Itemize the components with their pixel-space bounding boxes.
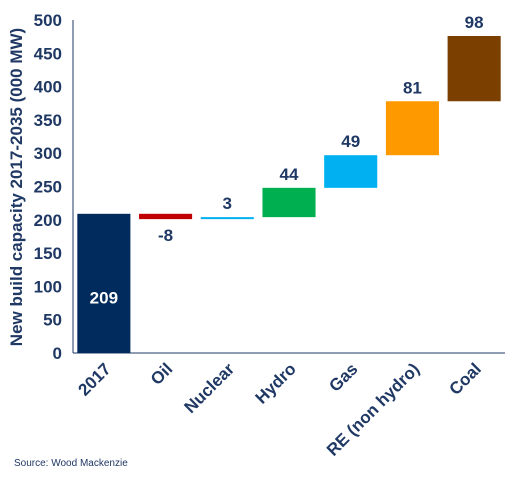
y-tick-label: 150 <box>34 244 62 263</box>
data-label: 44 <box>280 165 299 184</box>
x-tick-label: Gas <box>325 359 361 395</box>
y-tick-label: 100 <box>34 277 62 296</box>
bar-hydro <box>262 187 316 218</box>
x-tick-label: Oil <box>147 359 176 388</box>
bars <box>77 35 501 353</box>
bar-re-non-hydro- <box>385 101 439 156</box>
data-label: 81 <box>403 78 422 97</box>
data-label: -8 <box>158 226 173 245</box>
bar-oil <box>139 213 193 220</box>
y-tick-label: 400 <box>34 78 62 97</box>
x-tick-label: 2017 <box>75 359 115 399</box>
data-labels: 209 -8 3 44 49 81 98 <box>90 13 484 307</box>
x-tick-label: Hydro <box>252 359 300 407</box>
x-tick-label: Coal <box>445 359 484 398</box>
y-ticks: 0 50 100 150 200 250 300 350 400 450 500 <box>34 11 62 363</box>
y-tick-label: 300 <box>34 144 62 163</box>
data-label: 49 <box>341 132 360 151</box>
y-tick-label: 500 <box>34 11 62 30</box>
y-tick-label: 350 <box>34 111 62 130</box>
bar-gas <box>324 155 378 188</box>
data-label: 3 <box>223 194 232 213</box>
y-tick-label: 200 <box>34 211 62 230</box>
x-tick-label: Nuclear <box>181 359 239 417</box>
data-label: 98 <box>465 13 484 32</box>
source-note: Source: Wood Mackenzie <box>14 458 128 469</box>
y-axis-label: New build capacity 2017-2035 (000 MW) <box>7 28 26 346</box>
y-tick-label: 250 <box>34 178 62 197</box>
y-tick-label: 0 <box>53 344 62 363</box>
bar-2017 <box>77 213 131 353</box>
bar-nuclear <box>200 217 254 220</box>
y-tick-label: 450 <box>34 44 62 63</box>
bar-coal <box>447 35 501 102</box>
y-tick-label: 50 <box>43 311 62 330</box>
data-label: 209 <box>90 288 118 307</box>
